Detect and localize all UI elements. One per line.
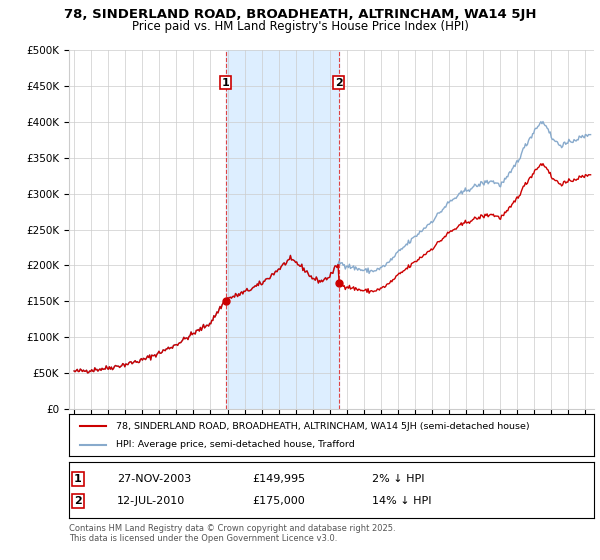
Text: Contains HM Land Registry data © Crown copyright and database right 2025.
This d: Contains HM Land Registry data © Crown c… (69, 524, 395, 543)
Text: 2% ↓ HPI: 2% ↓ HPI (372, 474, 425, 484)
Text: 2: 2 (335, 78, 343, 88)
Text: 12-JUL-2010: 12-JUL-2010 (117, 496, 185, 506)
Text: HPI: Average price, semi-detached house, Trafford: HPI: Average price, semi-detached house,… (116, 440, 355, 449)
Bar (226, 50, 339, 409)
Text: 78, SINDERLAND ROAD, BROADHEATH, ALTRINCHAM, WA14 5JH: 78, SINDERLAND ROAD, BROADHEATH, ALTRINC… (64, 8, 536, 21)
Text: £149,995: £149,995 (252, 474, 305, 484)
Text: 78, SINDERLAND ROAD, BROADHEATH, ALTRINCHAM, WA14 5JH (semi-detached house): 78, SINDERLAND ROAD, BROADHEATH, ALTRINC… (116, 422, 530, 431)
Text: 14% ↓ HPI: 14% ↓ HPI (372, 496, 431, 506)
Text: 2: 2 (74, 496, 82, 506)
Text: £175,000: £175,000 (252, 496, 305, 506)
Text: 1: 1 (74, 474, 82, 484)
Text: 27-NOV-2003: 27-NOV-2003 (117, 474, 191, 484)
Text: Price paid vs. HM Land Registry's House Price Index (HPI): Price paid vs. HM Land Registry's House … (131, 20, 469, 32)
Text: 1: 1 (222, 78, 230, 88)
